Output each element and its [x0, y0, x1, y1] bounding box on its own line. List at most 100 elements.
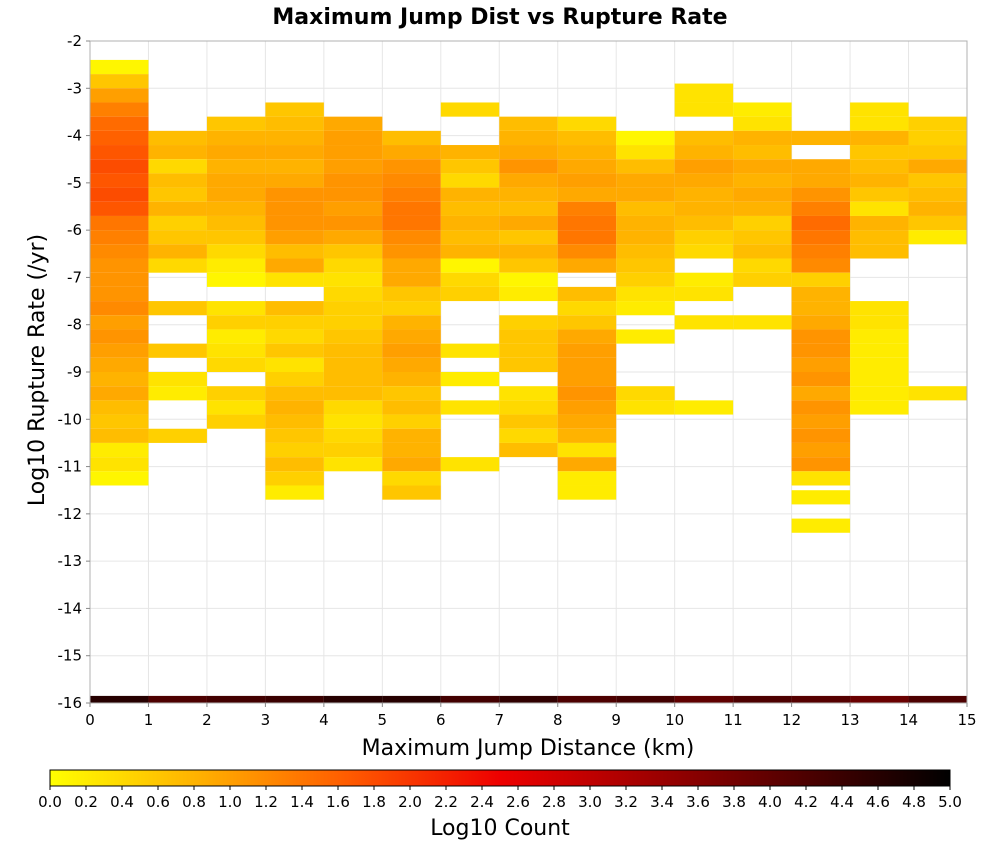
heatmap-cell: [499, 145, 558, 160]
heatmap-cell: [90, 130, 149, 146]
heatmap-cell: [674, 695, 734, 703]
heatmap-cell: [206, 315, 266, 330]
heatmap-cell: [908, 695, 967, 703]
colorbar-tick-label: 1.2: [254, 793, 278, 811]
heatmap-cell: [323, 386, 383, 401]
heatmap-cell: [382, 201, 441, 216]
heatmap-cell: [499, 272, 558, 287]
heatmap-cell: [382, 428, 441, 443]
heatmap-cell: [557, 201, 617, 216]
heatmap-cell: [206, 230, 266, 245]
heatmap-cell: [206, 301, 266, 316]
heatmap-cell: [791, 130, 851, 146]
heatmap-cell: [206, 400, 266, 415]
heatmap-cell: [908, 386, 967, 401]
heatmap-cell: [557, 130, 617, 146]
colorbar-tick-label: 0.4: [110, 793, 134, 811]
heatmap-cell: [733, 159, 792, 174]
heatmap-cell: [616, 301, 675, 316]
colorbar-tick-label: 4.6: [866, 793, 890, 811]
heatmap-cell: [90, 244, 149, 259]
heatmap-cell: [557, 372, 617, 387]
heatmap-cell: [499, 244, 558, 259]
heatmap-cell: [557, 485, 617, 500]
colorbar-tick-label: 4.2: [794, 793, 818, 811]
heatmap-cell: [382, 159, 441, 174]
y-tick-label: -8: [67, 316, 82, 334]
heatmap-cell: [440, 230, 500, 245]
x-tick-label: 14: [899, 711, 918, 729]
heatmap-cell: [499, 386, 558, 401]
heatmap-cell: [850, 187, 909, 202]
heatmap-cell: [908, 173, 967, 188]
heatmap-cell: [148, 130, 207, 146]
heatmap-cell: [323, 372, 383, 387]
heatmap-cell: [616, 145, 675, 160]
heatmap-cell: [382, 400, 441, 415]
heatmap-cell: [557, 159, 617, 174]
heatmap-cell: [206, 159, 266, 174]
heatmap-cell: [791, 258, 851, 273]
heatmap-cell: [674, 145, 734, 160]
heatmap-cell: [499, 315, 558, 330]
heatmap-cell: [382, 485, 441, 500]
heatmap-cell: [733, 215, 792, 231]
heatmap-cell: [90, 400, 149, 415]
heatmap-cell: [323, 173, 383, 188]
heatmap-cell: [90, 145, 149, 160]
heatmap-cell: [265, 173, 324, 188]
colorbar-tick-label: 4.8: [902, 793, 926, 811]
x-tick-label: 13: [841, 711, 860, 729]
x-axis-label: Maximum Jump Distance (km): [362, 736, 695, 761]
y-tick-label: -5: [67, 174, 82, 192]
heatmap-cell: [440, 272, 500, 287]
heatmap-cell: [440, 343, 500, 358]
heatmap-cell: [791, 301, 851, 316]
heatmap-cell: [265, 145, 324, 160]
heatmap-cell: [791, 357, 851, 372]
y-tick-label: -2: [67, 32, 82, 50]
heatmap-cell: [733, 315, 792, 330]
heatmap-cell: [850, 343, 909, 358]
heatmap-cell: [616, 173, 675, 188]
heatmap-cell: [90, 230, 149, 245]
heatmap-cell: [674, 400, 734, 415]
colorbar: [49, 769, 951, 787]
heatmap-cell: [90, 173, 149, 188]
x-tick-label: 12: [782, 711, 801, 729]
heatmap-cell: [733, 258, 792, 273]
heatmap-cell: [323, 272, 383, 287]
heatmap-cell: [148, 173, 207, 188]
heatmap-cell: [499, 159, 558, 174]
heatmap-cell: [791, 315, 851, 330]
colorbar-label: Log10 Count: [430, 816, 570, 841]
heatmap-cell: [90, 695, 149, 703]
heatmap-cell: [382, 343, 441, 358]
heatmap-cell: [206, 173, 266, 188]
heatmap-cell: [791, 428, 851, 443]
heatmap-cell: [90, 187, 149, 202]
heatmap-cell: [90, 471, 149, 486]
heatmap-cell: [440, 159, 500, 174]
heatmap-cell: [90, 343, 149, 358]
heatmap-cell: [440, 400, 500, 415]
heatmap-cell: [265, 442, 324, 458]
heatmap-cell: [206, 386, 266, 401]
heatmap-cell: [90, 329, 149, 344]
heatmap-cell: [90, 159, 149, 174]
heatmap-cell: [674, 230, 734, 245]
y-tick-label: -3: [67, 79, 82, 97]
x-tick-label: 7: [494, 711, 504, 729]
heatmap-cell: [616, 130, 675, 146]
heatmap-cell: [382, 272, 441, 287]
heatmap-cell: [908, 201, 967, 216]
heatmap-cell: [791, 201, 851, 216]
heatmap-cell: [382, 244, 441, 259]
heatmap-cell: [90, 386, 149, 401]
heatmap-cell: [265, 457, 324, 472]
heatmap-cell: [382, 414, 441, 429]
heatmap-cell: [265, 159, 324, 174]
colorbar-tick-label: 2.4: [470, 793, 494, 811]
x-tick-label: 8: [553, 711, 563, 729]
y-tick-label: -4: [67, 127, 82, 145]
